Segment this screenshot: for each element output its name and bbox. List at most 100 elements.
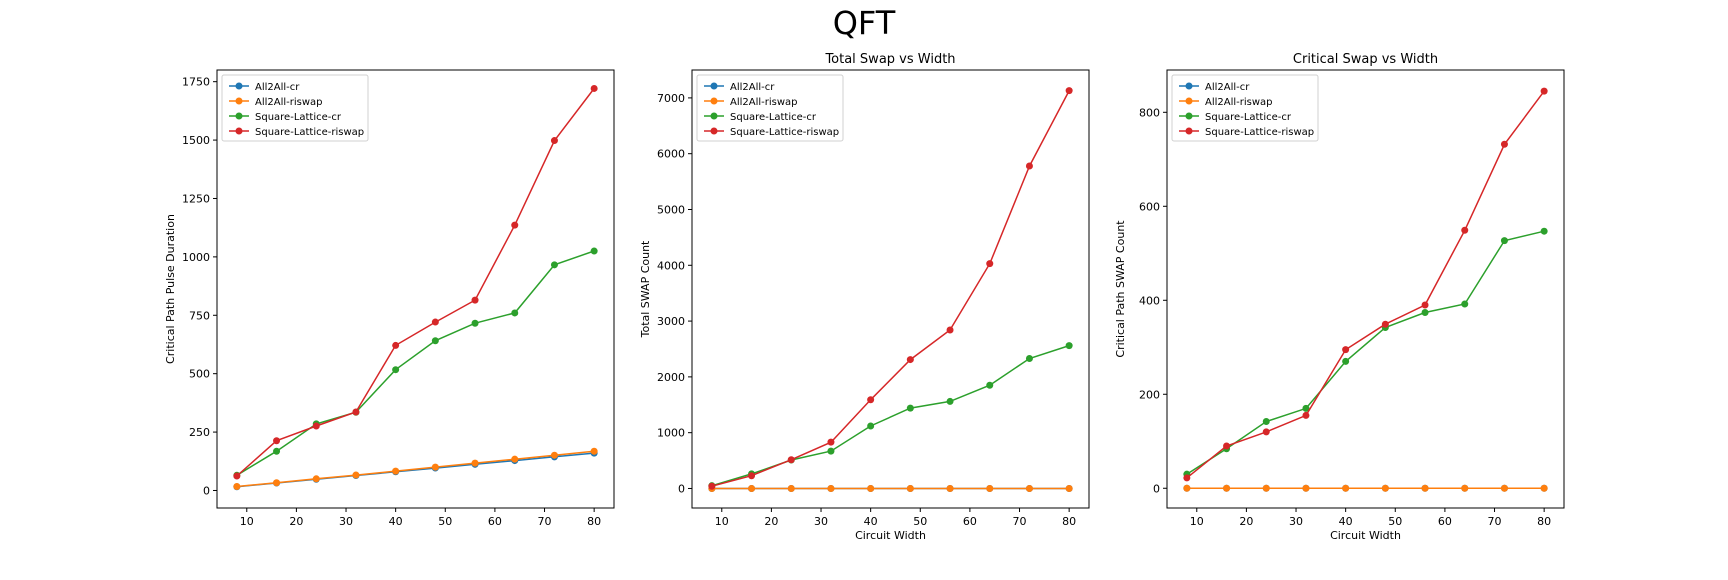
data-point [590,247,598,255]
legend-marker [235,127,243,135]
y-axis-label: Critical Path SWAP Count [1114,220,1127,358]
x-tick-label: 60 [963,515,977,528]
legend-box [1171,74,1319,142]
data-point [906,484,914,492]
x-tick-label: 50 [438,515,452,528]
legend-label: Square-Lattice-cr [255,112,342,123]
y-tick-label: 5000 [657,203,685,216]
data-point [352,408,360,416]
legend-item: All2All-riswap [229,97,323,108]
data-point [1223,442,1231,450]
data-point [946,397,954,405]
y-axis-label: Total SWAP Count [639,240,652,338]
legend-marker [710,112,718,120]
data-point [1421,301,1429,309]
data-point [1342,346,1350,354]
legend-item: All2All-riswap [1179,97,1273,108]
data-point [392,467,400,475]
data-point [1421,484,1429,492]
series-all2all-riswap [708,484,1073,492]
data-point [1381,484,1389,492]
data-point [827,438,835,446]
x-tick-label: 50 [913,515,927,528]
legend: All2All-cr All2All-riswap Square-Lattice-c… [696,74,844,142]
data-point [748,484,756,492]
y-tick-label: 200 [1139,388,1160,401]
series-square-lattice-riswap [708,87,1073,490]
data-point [312,475,320,483]
data-point [986,260,994,268]
y-tick-label: 0 [203,484,210,497]
data-point [550,137,558,145]
data-point [1065,87,1073,95]
legend-marker [710,82,718,90]
legend-item: Square-Lattice-riswap [704,127,839,138]
data-point [906,404,914,412]
data-point [590,447,598,455]
data-point [867,484,875,492]
legend-marker [235,112,243,120]
data-point [986,381,994,389]
legend-item: All2All-cr [229,82,300,93]
legend-item: Square-Lattice-riswap [229,127,364,138]
legend-box [221,74,369,142]
data-point [471,296,479,304]
data-point [1065,484,1073,492]
legend-label: Square-Lattice-cr [1205,112,1292,123]
series-square-lattice-cr [1183,227,1548,478]
x-tick-label: 20 [289,515,303,528]
data-point [233,483,241,491]
legend-item: All2All-cr [704,82,775,93]
x-tick-label: 70 [1488,515,1502,528]
legend-item: Square-Lattice-cr [229,112,342,123]
data-point [1461,300,1469,308]
series-line [711,90,1070,487]
plot-frame [691,69,1090,509]
legend-label: Square-Lattice-riswap [255,127,364,138]
data-point [867,422,875,430]
legend-item: Square-Lattice-riswap [1179,127,1314,138]
y-tick-label: 1750 [182,76,210,89]
y-tick-label: 750 [189,309,210,322]
legend-marker [1185,97,1193,105]
data-point [1183,484,1191,492]
legend-marker [1185,127,1193,135]
x-tick-label: 60 [488,515,502,528]
y-tick-label: 4000 [657,259,685,272]
legend-label: Square-Lattice-riswap [730,127,839,138]
legend-item: Square-Lattice-cr [704,112,817,123]
x-tick-label: 10 [240,515,254,528]
x-tick-label: 80 [1537,515,1551,528]
data-point [431,318,439,326]
legend-marker [710,127,718,135]
data-point [1540,227,1548,235]
legend-box [696,74,844,142]
chart-title: Total Swap vs Width [824,52,955,67]
data-point [1025,162,1033,170]
y-tick-label: 800 [1139,106,1160,119]
data-point [748,472,756,480]
legend-marker [1185,112,1193,120]
data-point [312,422,320,430]
data-point [1223,484,1231,492]
chart-title: Critical Swap vs Width [1293,52,1438,67]
legend-label: All2All-riswap [255,97,323,108]
data-point [1302,484,1310,492]
y-tick-label: 500 [189,368,210,381]
x-tick-label: 80 [1062,515,1076,528]
chart-1: 10 20 30 40 50 60 70 80 0 250 500 750 1000 1250 1500 17… [164,69,615,528]
data-point [550,261,558,269]
data-point [511,455,519,463]
y-tick-label: 1000 [182,251,210,264]
x-tick-label: 40 [1339,515,1353,528]
series-square-lattice-riswap [1183,87,1548,482]
series-line [711,344,1070,487]
x-tick-label: 80 [587,515,601,528]
legend-marker [235,97,243,105]
legend-label: All2All-riswap [1205,97,1273,108]
data-point [233,472,241,480]
data-point [471,319,479,327]
data-point [787,456,795,464]
